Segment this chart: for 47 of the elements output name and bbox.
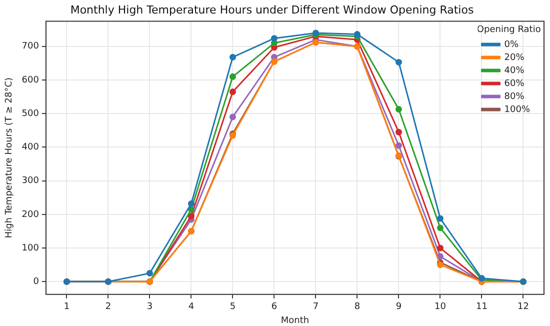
legend-label: 0%: [504, 40, 519, 50]
point: [395, 58, 402, 66]
point: [436, 215, 444, 222]
x-tick-label: 9: [396, 302, 402, 312]
x-tick-label: 1: [64, 302, 70, 312]
legend-label: 80%: [504, 92, 525, 102]
x-tick-label: 6: [271, 302, 278, 312]
y-tick-label: 600: [22, 75, 40, 86]
y-tick-label: 200: [22, 210, 40, 220]
chart-title: Monthly High Temperature Hours under Different Window Opening Ratios: [70, 3, 474, 16]
point: [436, 262, 444, 268]
y-tick-label: 500: [22, 108, 40, 119]
x-tick-label: 7: [312, 302, 319, 312]
legend-label: 40%: [504, 66, 525, 76]
legend-title: Opening Ratio: [476, 25, 542, 36]
point: [270, 35, 278, 42]
x-tick-label: 5: [230, 302, 236, 312]
x-tick-label: 12: [518, 302, 529, 312]
legend-label: 20%: [504, 52, 525, 63]
point: [395, 142, 402, 149]
point: [436, 253, 444, 260]
point: [395, 128, 402, 136]
y-tick-label: 0: [33, 276, 40, 287]
point: [436, 224, 444, 232]
legend-label: 100%: [504, 104, 530, 115]
point: [229, 73, 236, 80]
x-tick-label: 2: [105, 302, 112, 312]
x-tick-label: 4: [188, 302, 194, 312]
x-tick-label: 10: [434, 302, 446, 312]
point: [229, 88, 236, 96]
point: [229, 114, 236, 120]
y-tick-label: 100: [22, 243, 40, 254]
x-tick-label: 3: [146, 302, 153, 312]
legend-label: 60%: [504, 78, 525, 89]
point: [146, 270, 153, 276]
point: [436, 244, 444, 252]
y-axis-title: High Temperature Hours (T ≥ 28°C): [4, 77, 15, 238]
y-tick-label: 300: [22, 176, 40, 186]
y-tick-label: 700: [22, 42, 40, 52]
point: [395, 106, 402, 112]
point: [188, 212, 194, 220]
point: [188, 200, 194, 207]
y-tick-label: 400: [22, 142, 40, 153]
x-axis-title: Month: [280, 316, 310, 326]
x-tick-label: 8: [354, 302, 360, 312]
point: [229, 54, 236, 60]
x-tick-label: 11: [476, 302, 488, 312]
